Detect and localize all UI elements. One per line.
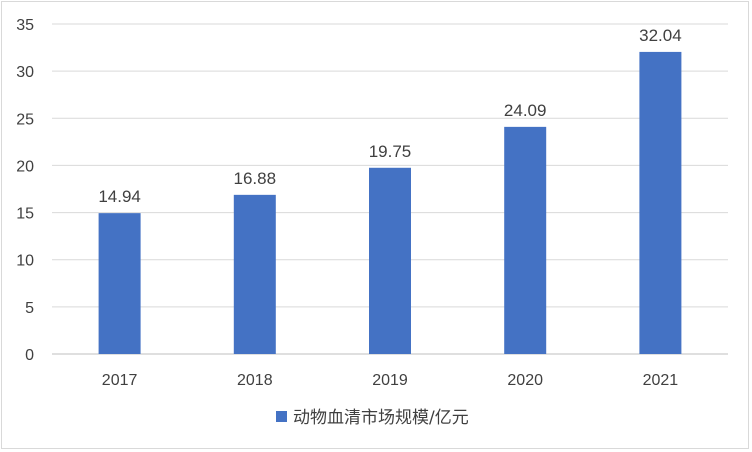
legend: 动物血清市场规模/亿元: [276, 408, 469, 428]
x-axis-ticks: 2017 2018 2019 2020 2021: [102, 372, 678, 389]
legend-label: 动物血清市场规模/亿元: [293, 408, 469, 428]
x-tick-label: 2017: [102, 372, 138, 389]
x-tick-label: 2018: [237, 372, 273, 389]
bar: [639, 51, 682, 355]
y-tick-label: 5: [25, 300, 34, 317]
y-tick-label: 20: [16, 158, 34, 175]
bar: [233, 194, 276, 354]
bar: [504, 126, 547, 354]
data-labels: 14.94 16.88 19.75 24.09 32.04: [98, 26, 681, 206]
data-label: 24.09: [504, 101, 547, 120]
x-tick-label: 2021: [643, 372, 679, 389]
gridlines: [52, 23, 728, 355]
legend-swatch: [276, 411, 287, 422]
y-tick-label: 35: [16, 17, 34, 34]
x-tick-label: 2019: [372, 372, 408, 389]
y-tick-label: 30: [16, 64, 34, 81]
y-tick-label: 0: [25, 347, 34, 364]
data-label: 14.94: [98, 187, 141, 206]
bar: [369, 167, 411, 354]
data-label: 32.04: [639, 26, 682, 45]
bars: [98, 51, 682, 355]
x-tick-label: 2020: [507, 372, 543, 389]
y-axis-ticks: 0 5 10 15 20 25 30 35: [16, 17, 34, 364]
data-label: 16.88: [234, 169, 277, 188]
y-tick-label: 10: [16, 253, 34, 270]
y-tick-label: 25: [16, 111, 34, 128]
data-label: 19.75: [369, 142, 412, 161]
bar: [98, 213, 141, 354]
y-tick-label: 15: [16, 206, 34, 223]
